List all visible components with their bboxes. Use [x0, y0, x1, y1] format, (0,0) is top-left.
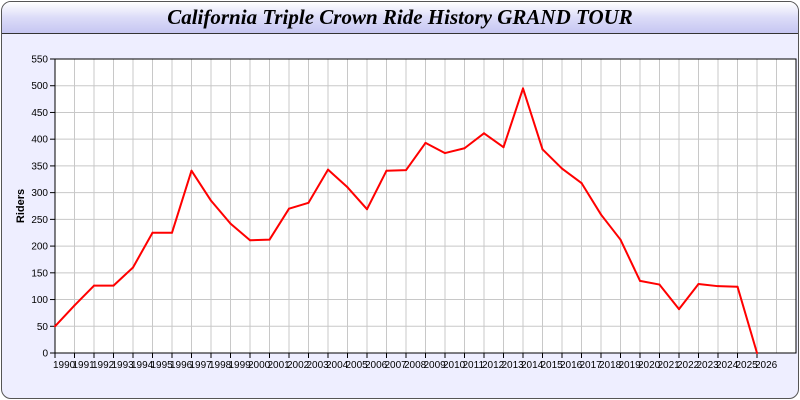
- x-tick-label: 2008: [404, 360, 427, 371]
- x-tick-label: 1998: [209, 360, 232, 371]
- y-tick-label: 250: [31, 215, 48, 226]
- y-tick-label: 0: [42, 349, 48, 360]
- data-point: [502, 146, 505, 149]
- x-tick-label: 1997: [190, 360, 213, 371]
- data-point: [210, 199, 212, 202]
- x-tick-label: 2000: [248, 360, 271, 371]
- data-point: [736, 285, 739, 288]
- data-point: [385, 169, 388, 172]
- y-tick-label: 400: [31, 135, 48, 146]
- data-point: [697, 283, 700, 286]
- data-point: [717, 285, 719, 288]
- data-point: [366, 208, 368, 211]
- x-tick-label: 2009: [424, 360, 447, 371]
- data-point: [229, 222, 232, 225]
- data-point: [288, 207, 290, 210]
- x-tick-label: 2018: [599, 360, 622, 371]
- data-point: [73, 304, 76, 307]
- data-point: [483, 132, 485, 135]
- x-tick-label: 2014: [521, 360, 544, 371]
- data-point: [541, 148, 544, 151]
- x-tick-label: 2002: [287, 360, 310, 371]
- x-tick-label: 2003: [307, 360, 330, 371]
- y-tick-label: 300: [31, 188, 48, 199]
- x-tick-label: 2013: [502, 360, 525, 371]
- y-tick-label: 500: [31, 81, 48, 92]
- x-tick-label: 2012: [482, 360, 505, 371]
- x-tick-label: 2025: [736, 360, 759, 371]
- x-tick-label: 2010: [443, 360, 466, 371]
- data-point: [463, 147, 466, 150]
- data-point: [171, 231, 173, 234]
- x-tick-label: 1990: [53, 360, 76, 371]
- x-tick-label: 2011: [463, 360, 485, 371]
- x-tick-label: 2022: [677, 360, 700, 371]
- data-point: [93, 284, 95, 287]
- y-tick-label: 100: [31, 295, 48, 306]
- data-point: [580, 182, 583, 185]
- x-tick-label: 2023: [697, 360, 720, 371]
- y-tick-label: 350: [31, 161, 48, 172]
- x-tick-label: 2017: [580, 360, 603, 371]
- data-point: [639, 279, 641, 282]
- x-tick-label: 2004: [326, 360, 349, 371]
- data-point: [600, 213, 602, 216]
- x-tick-label: 2001: [268, 360, 291, 371]
- y-axis-label: Riders: [15, 189, 27, 223]
- x-tick-label: 1991: [73, 360, 96, 371]
- data-point: [405, 169, 407, 172]
- x-tick-label: 2020: [638, 360, 661, 371]
- x-tick-label: 1993: [112, 360, 135, 371]
- data-point: [112, 284, 115, 287]
- data-point: [307, 201, 310, 204]
- data-point: [132, 266, 134, 269]
- y-tick-label: 550: [31, 55, 48, 66]
- data-point: [444, 152, 446, 155]
- x-tick-label: 2021: [658, 360, 681, 371]
- data-point: [54, 325, 56, 328]
- x-tick-label: 2016: [560, 360, 583, 371]
- data-point: [327, 168, 329, 171]
- y-tick-label: 200: [31, 242, 48, 253]
- x-tick-label: 2019: [619, 360, 642, 371]
- data-point: [658, 283, 661, 286]
- data-point: [346, 186, 349, 189]
- data-point: [268, 238, 271, 241]
- plot-border: [54, 58, 797, 354]
- data-point: [756, 352, 758, 354]
- data-point: [151, 231, 154, 234]
- data-point: [190, 169, 193, 172]
- y-tick-label: 150: [31, 268, 48, 279]
- x-tick-label: 2006: [365, 360, 388, 371]
- data-point: [424, 141, 427, 144]
- data-point: [678, 308, 680, 311]
- chart-title: California Triple Crown Ride History GRA…: [167, 5, 633, 29]
- data-point: [619, 238, 622, 241]
- x-tick-label: 1994: [131, 360, 154, 371]
- data-point: [561, 167, 563, 170]
- data-point: [249, 239, 251, 242]
- x-tick-label: 2026: [755, 360, 778, 371]
- x-tick-label: 2007: [385, 360, 408, 371]
- x-tick-label: 1992: [92, 360, 115, 371]
- x-tick-label: 2005: [346, 360, 369, 371]
- x-tick-label: 2024: [716, 360, 739, 371]
- data-point: [522, 87, 524, 90]
- x-tick-label: 2015: [541, 360, 564, 371]
- chart-header: California Triple Crown Ride History GRA…: [2, 2, 798, 34]
- x-tick-label: 1996: [170, 360, 193, 371]
- y-tick-label: 50: [37, 322, 49, 333]
- x-tick-label: 1995: [151, 360, 174, 371]
- x-tick-label: 1999: [229, 360, 252, 371]
- y-tick-label: 450: [31, 108, 48, 119]
